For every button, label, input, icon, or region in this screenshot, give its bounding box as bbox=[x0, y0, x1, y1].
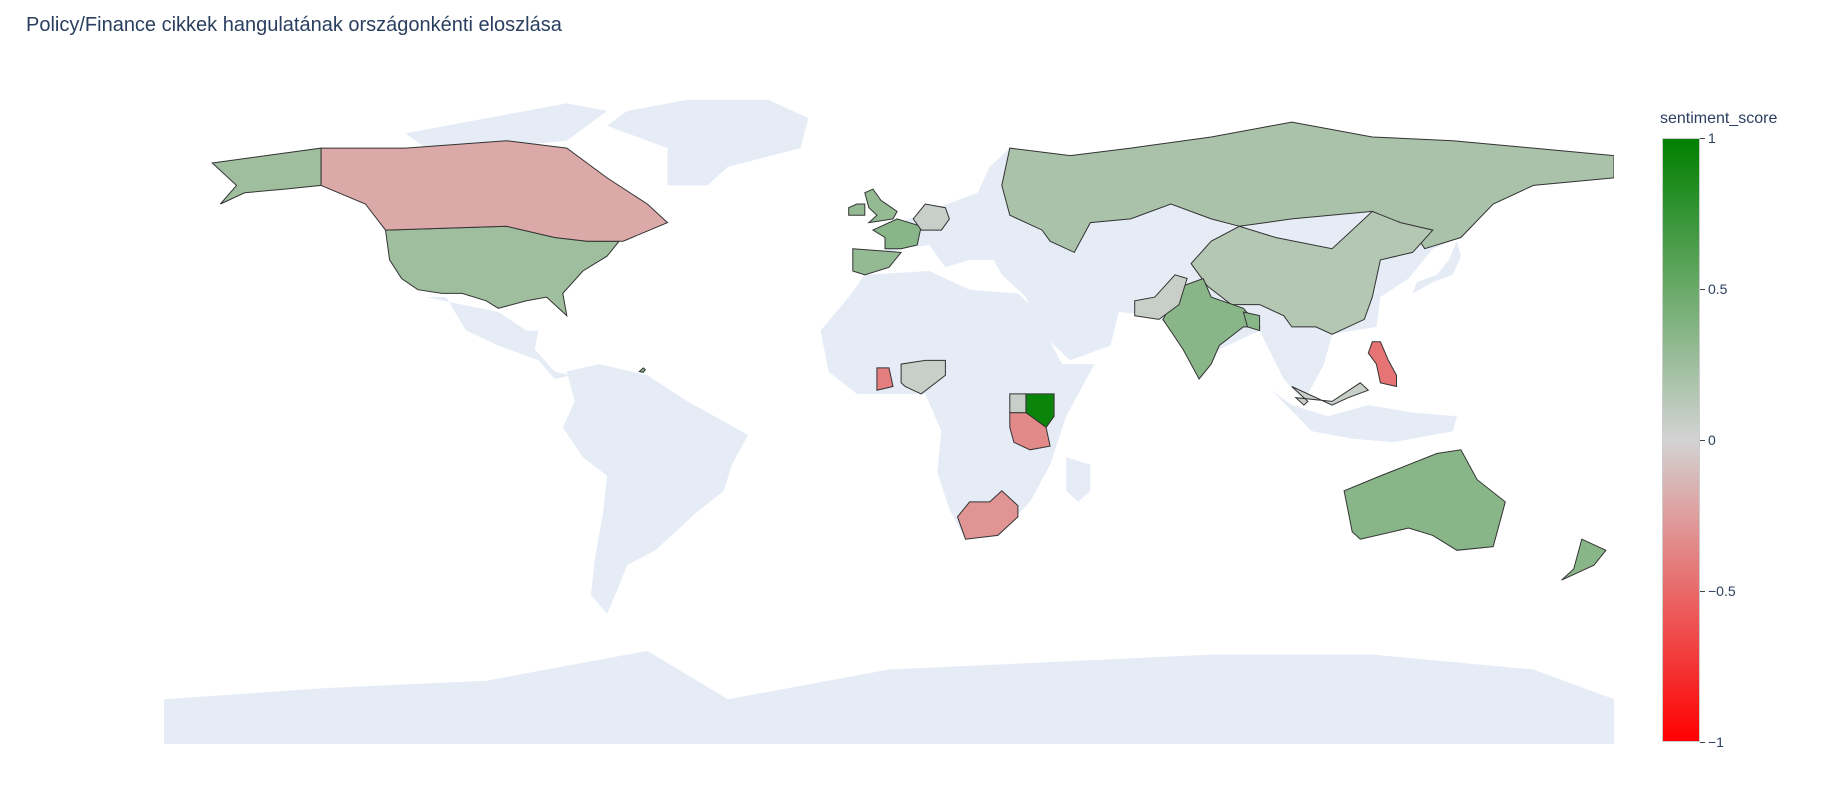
country-china[interactable] bbox=[1190, 210, 1434, 335]
land-antarctica bbox=[164, 650, 1614, 744]
country-bangladesh[interactable] bbox=[1242, 311, 1261, 332]
land-japan bbox=[1412, 241, 1461, 294]
land-greenland bbox=[607, 99, 809, 186]
colorbar-tick-label: 1 bbox=[1708, 130, 1716, 146]
country-south-africa[interactable] bbox=[956, 490, 1019, 540]
colorbar-tick-label: 0.5 bbox=[1708, 281, 1728, 297]
country-alaska[interactable] bbox=[211, 147, 322, 205]
country-ghana[interactable] bbox=[876, 367, 894, 391]
colorbar bbox=[1662, 138, 1700, 742]
colorbar-tick-label: −1 bbox=[1708, 734, 1724, 750]
country-ireland[interactable] bbox=[848, 203, 866, 216]
colorbar-tick-label: 0 bbox=[1708, 432, 1716, 448]
country-pakistan[interactable] bbox=[1134, 274, 1188, 320]
land-madagascar bbox=[1066, 457, 1091, 502]
country-nigeria[interactable] bbox=[900, 359, 946, 395]
world-map bbox=[164, 99, 1614, 744]
chart-title: Policy/Finance cikkek hangulatának orszá… bbox=[26, 14, 562, 36]
land-africa bbox=[820, 271, 1095, 540]
country-trinidad-and-tobago[interactable] bbox=[638, 367, 646, 373]
country-united-kingdom[interactable] bbox=[864, 188, 898, 224]
colorbar-tick-label: −0.5 bbox=[1708, 583, 1736, 599]
country-tanzania[interactable] bbox=[1009, 412, 1051, 451]
colorbar-tick-mark bbox=[1700, 591, 1705, 592]
country-spain[interactable] bbox=[852, 248, 903, 276]
country-australia[interactable] bbox=[1343, 449, 1506, 551]
colorbar-tick-mark bbox=[1700, 289, 1705, 290]
country-france[interactable] bbox=[871, 218, 922, 250]
colorbar-tick-mark bbox=[1700, 742, 1705, 743]
land-indonesia bbox=[1271, 390, 1457, 443]
country-new-zealand[interactable] bbox=[1561, 538, 1607, 581]
country-russia[interactable] bbox=[1001, 121, 1614, 254]
land-arctic-islands bbox=[405, 103, 608, 149]
country-layer bbox=[211, 121, 1614, 581]
country-germany[interactable] bbox=[912, 203, 950, 231]
land-central-america bbox=[425, 297, 571, 379]
country-canada[interactable] bbox=[320, 140, 669, 242]
country-philippines[interactable] bbox=[1367, 341, 1397, 388]
colorbar-tick-mark bbox=[1700, 440, 1705, 441]
country-uganda[interactable] bbox=[1009, 393, 1027, 414]
colorbar-title: sentiment_score bbox=[1660, 110, 1778, 127]
land-south-america bbox=[562, 364, 748, 614]
country-malaysia[interactable] bbox=[1291, 382, 1370, 406]
colorbar-tick-mark bbox=[1700, 138, 1705, 139]
